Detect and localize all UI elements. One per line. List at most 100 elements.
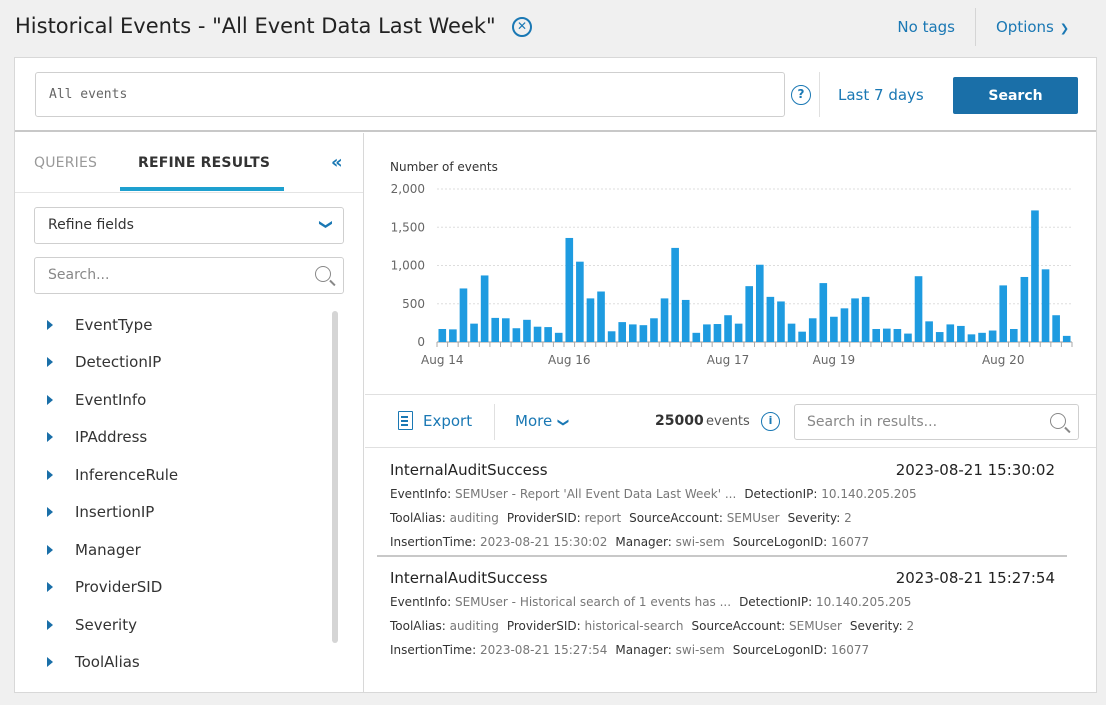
toolbar-divider [494,404,495,440]
time-range-picker[interactable]: Last 7 days [838,86,924,104]
chart-bar[interactable] [745,286,754,342]
chart-bar[interactable] [808,318,817,342]
chart-bar[interactable] [861,296,870,342]
chart-bar[interactable] [607,331,616,342]
results-search-input[interactable]: Search in results... [794,404,1079,440]
event-field-value[interactable]: swi-sem [675,535,725,549]
event-field-value[interactable]: report [584,511,622,525]
clear-query-icon[interactable]: ✕ [512,17,532,37]
chart-bar[interactable] [586,298,595,342]
chart-bar[interactable] [819,283,828,342]
chart-bar[interactable] [470,323,478,342]
chart-bar[interactable] [1020,276,1029,342]
chart-bar[interactable] [554,332,563,342]
chart-bar[interactable] [999,285,1008,342]
chart-bar[interactable] [480,275,489,342]
chart-bar[interactable] [597,291,605,342]
chart-bar[interactable] [946,324,955,342]
event-field-value[interactable]: 10.140.205.205 [816,595,912,609]
refine-fields-dropdown[interactable]: Refine fields ❯ [34,207,344,244]
chart-bar[interactable] [576,261,584,342]
event-field-value[interactable]: auditing [449,619,499,633]
chart-bar[interactable] [935,332,944,342]
chart-bar[interactable] [713,324,722,342]
chart-bar[interactable] [703,324,711,342]
chart-bar[interactable] [438,328,447,342]
collapse-sidebar-icon[interactable]: « [331,152,343,173]
chart-bar[interactable] [914,276,923,342]
chart-bar[interactable] [1009,328,1018,342]
field-list-scrollbar[interactable] [332,311,338,643]
chart-bar[interactable] [618,322,627,342]
chart-bar[interactable] [978,332,986,342]
event-field-value[interactable]: 2 [906,619,915,633]
event-field-value[interactable]: 16077 [830,643,870,657]
chart-bar[interactable] [671,247,679,342]
chart-bar[interactable] [904,333,912,342]
chart-bar[interactable] [512,328,521,342]
chart-bar[interactable] [459,288,468,342]
tags-link[interactable]: No tags [897,18,955,36]
chart-bar[interactable] [692,332,701,342]
chart-bar[interactable] [639,325,648,342]
chart-bar[interactable] [650,318,658,342]
chart-bar[interactable] [565,237,574,342]
event-field-value[interactable]: 16077 [830,535,870,549]
event-field-value[interactable]: 2 [844,511,852,525]
chart-bar[interactable] [734,323,743,342]
event-field-value[interactable]: historical-search [584,619,684,633]
more-menu[interactable]: More ❯ [515,412,570,430]
tab-queries[interactable]: QUERIES [34,155,98,171]
chart-bar[interactable] [798,331,806,342]
event-row[interactable]: InternalAuditSuccess 2023-08-21 15:27:54 E… [377,557,1067,665]
chart-bar[interactable] [628,324,637,342]
event-field-value[interactable]: SEMUser [726,511,780,525]
event-field-value[interactable]: 2023-08-21 15:30:02 [479,535,608,549]
chart-bar[interactable] [957,325,965,342]
field-search-input[interactable]: Search... [34,257,344,294]
export-icon[interactable] [398,411,413,430]
options-menu[interactable]: Options ❯ [996,18,1069,36]
event-field-value[interactable]: SEMUser - Report 'All Event Data Last We… [454,487,737,501]
chart-bar[interactable] [766,296,775,342]
chart-bar[interactable] [501,318,510,342]
chart-bar[interactable] [851,298,859,342]
chart-bar[interactable] [1052,315,1060,342]
chart-bar[interactable] [523,319,531,342]
event-field-value[interactable]: 2023-08-21 15:27:54 [479,643,608,657]
event-row[interactable]: InternalAuditSuccess 2023-08-21 15:30:02 E… [377,449,1067,557]
event-field-value[interactable]: 10.140.205.205 [821,487,917,501]
chart-bar[interactable] [925,321,933,342]
event-field-value[interactable]: auditing [449,511,499,525]
query-input[interactable] [35,72,785,117]
chart-bar[interactable] [882,328,891,342]
tab-refine-results[interactable]: REFINE RESULTS [138,155,271,171]
chart-bar[interactable] [872,328,881,342]
export-button[interactable]: Export [423,412,473,430]
help-icon[interactable]: ? [791,85,811,105]
chart-bar[interactable] [724,315,732,342]
chart-bar[interactable] [681,299,690,342]
chart-bar[interactable] [491,317,500,342]
chart-bar[interactable] [787,323,796,342]
event-field-value[interactable]: SEMUser [789,619,842,633]
chart-bar[interactable] [1031,210,1039,342]
chart-bar[interactable] [533,326,542,342]
chart-bar[interactable] [777,301,785,342]
chart-bar[interactable] [988,330,997,342]
chart-bar[interactable] [893,328,902,342]
chart-bar[interactable] [449,329,457,342]
expand-arrow-icon [47,470,53,480]
search-button[interactable]: Search [953,77,1078,114]
chart-bar[interactable] [1062,335,1071,342]
chart-bar[interactable] [1041,269,1050,342]
chart-bar[interactable] [840,308,849,342]
chart-bar[interactable] [660,298,669,342]
chart-bar[interactable] [755,264,764,342]
chart-bar[interactable] [830,316,838,342]
chart-bar[interactable] [967,334,976,342]
info-icon[interactable]: i [761,412,780,431]
event-field-value[interactable]: SEMUser - Historical search of 1 events … [454,595,732,609]
event-field-value[interactable]: swi-sem [675,643,725,657]
chart-bar[interactable] [544,327,552,342]
